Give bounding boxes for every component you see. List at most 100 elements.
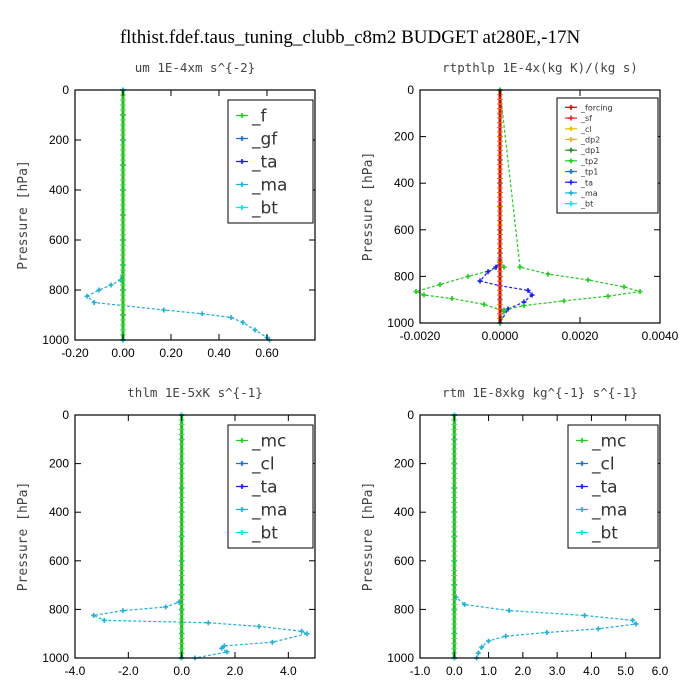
series-line: [478, 90, 533, 324]
x-tick-label: 0.0000: [482, 329, 519, 343]
legend-item: _bt: [576, 524, 618, 544]
panel-title: rtm 1E-8xkg kg^{-1} s^{-1}: [442, 385, 638, 400]
series-line: [91, 415, 309, 659]
legend-label: _ta: [591, 478, 618, 498]
legend-marker: [239, 461, 245, 466]
data-point: [633, 621, 639, 627]
y-tick-label: 400: [394, 505, 414, 519]
legend-label: _dp2: [580, 135, 600, 144]
data-point: [304, 631, 310, 637]
legend-marker: [568, 179, 574, 185]
data-point: [252, 327, 258, 333]
data-point: [462, 602, 468, 608]
legend-label: _cl: [580, 125, 592, 134]
y-tick-label: 1000: [42, 333, 69, 347]
legend-label: _bt: [580, 200, 593, 209]
y-tick-label: 200: [49, 133, 69, 147]
data-point: [637, 289, 643, 295]
legend-marker: [239, 438, 245, 443]
x-tick-label: 2.0: [515, 664, 532, 678]
y-tick-label: 800: [394, 269, 414, 283]
y-tick-label: 800: [394, 602, 414, 616]
legend-marker: [239, 182, 245, 187]
series-line: [414, 90, 505, 324]
data-point: [413, 289, 419, 295]
legend-label: _bt: [591, 524, 618, 544]
y-tick-label: 600: [394, 554, 414, 568]
data-point: [437, 282, 443, 288]
data-point: [199, 311, 205, 317]
x-tick-label: 0.40: [207, 346, 231, 360]
legend-label: _bt: [251, 524, 278, 544]
data-point: [256, 623, 262, 629]
plot-frame: [419, 414, 661, 659]
legend-marker: [239, 205, 245, 210]
legend-label: _cl: [591, 455, 615, 475]
legend-label: _tp1: [580, 168, 598, 177]
panel-4: rtm 1E-8xkg kg^{-1} s^{-1} Pressure [hPa]…: [361, 385, 669, 678]
legend-marker: [579, 484, 585, 489]
legend-label: _ma: [580, 189, 598, 198]
y-tick-label: 400: [394, 176, 414, 190]
legend-item: _ma: [236, 501, 287, 521]
legend-item: _mc: [576, 432, 626, 452]
legend-label: _forcing: [580, 103, 613, 112]
data-point: [299, 628, 305, 634]
x-tick-label: 6.0: [652, 664, 669, 678]
y-tick-label: 0: [407, 83, 414, 97]
y-tick-label: 1000: [42, 651, 69, 665]
legend-item: _bt: [236, 524, 278, 544]
y-tick-label: 600: [394, 223, 414, 237]
data-point: [485, 269, 491, 275]
panel-3: thlm 1E-5xK s^{-1} Pressure [hPa] -4.0 -2.0…: [16, 385, 316, 678]
legend-item: _sf: [565, 114, 592, 123]
legend-item: _bt: [565, 200, 593, 209]
data-point: [465, 273, 471, 279]
legend-marker: [239, 507, 245, 512]
legend-marker: [239, 484, 245, 489]
legend-item: _ta: [236, 478, 278, 498]
y-axis-label: Pressure [hPa]: [16, 482, 31, 592]
legend-item: _cl: [565, 125, 592, 134]
data-point: [529, 292, 535, 298]
legend-item: _f: [236, 107, 268, 127]
series-tp2: [413, 87, 507, 326]
x-tick-label: -2.0: [118, 664, 139, 678]
plot-frame: [419, 89, 661, 324]
y-axis-label: Pressure [hPa]: [361, 152, 376, 262]
data-point: [91, 300, 97, 305]
legend-item: _cl: [576, 455, 615, 475]
data-point: [561, 298, 567, 304]
data-point: [503, 633, 509, 639]
y-tick-label: 200: [394, 457, 414, 471]
legend-item: _dp2: [565, 135, 600, 144]
data-point: [582, 612, 588, 618]
legend-marker: [568, 136, 574, 142]
data-point: [506, 608, 512, 614]
legend-label: _mc: [591, 432, 626, 452]
legend-item: _ma: [576, 501, 627, 521]
y-tick-label: 400: [49, 183, 69, 197]
legend-item: _cl: [236, 455, 275, 475]
legend-label: _ta: [251, 153, 278, 173]
data-point: [585, 277, 591, 283]
legend-item: _gf: [236, 130, 278, 150]
legend-item: _ta: [576, 478, 618, 498]
legend-label: _sf: [580, 114, 592, 123]
legend-label: _f: [251, 107, 268, 127]
x-tick-label: 0.60: [255, 346, 279, 360]
x-tick-label: 0.00: [111, 346, 135, 360]
legend-item: _ma: [565, 189, 598, 198]
x-tick-label: 4.0: [280, 664, 297, 678]
panel-title: thlm 1E-5xK s^{-1}: [127, 385, 262, 400]
x-tick-label: -1.0: [410, 664, 431, 678]
y-tick-label: 0: [62, 408, 69, 422]
legend-label: _gf: [251, 130, 278, 150]
data-point: [240, 320, 246, 325]
data-point: [163, 604, 169, 610]
legend-marker: [568, 158, 574, 164]
y-axis-label: Pressure [hPa]: [361, 482, 376, 592]
data-point: [224, 649, 230, 655]
y-tick-label: 600: [49, 233, 69, 247]
